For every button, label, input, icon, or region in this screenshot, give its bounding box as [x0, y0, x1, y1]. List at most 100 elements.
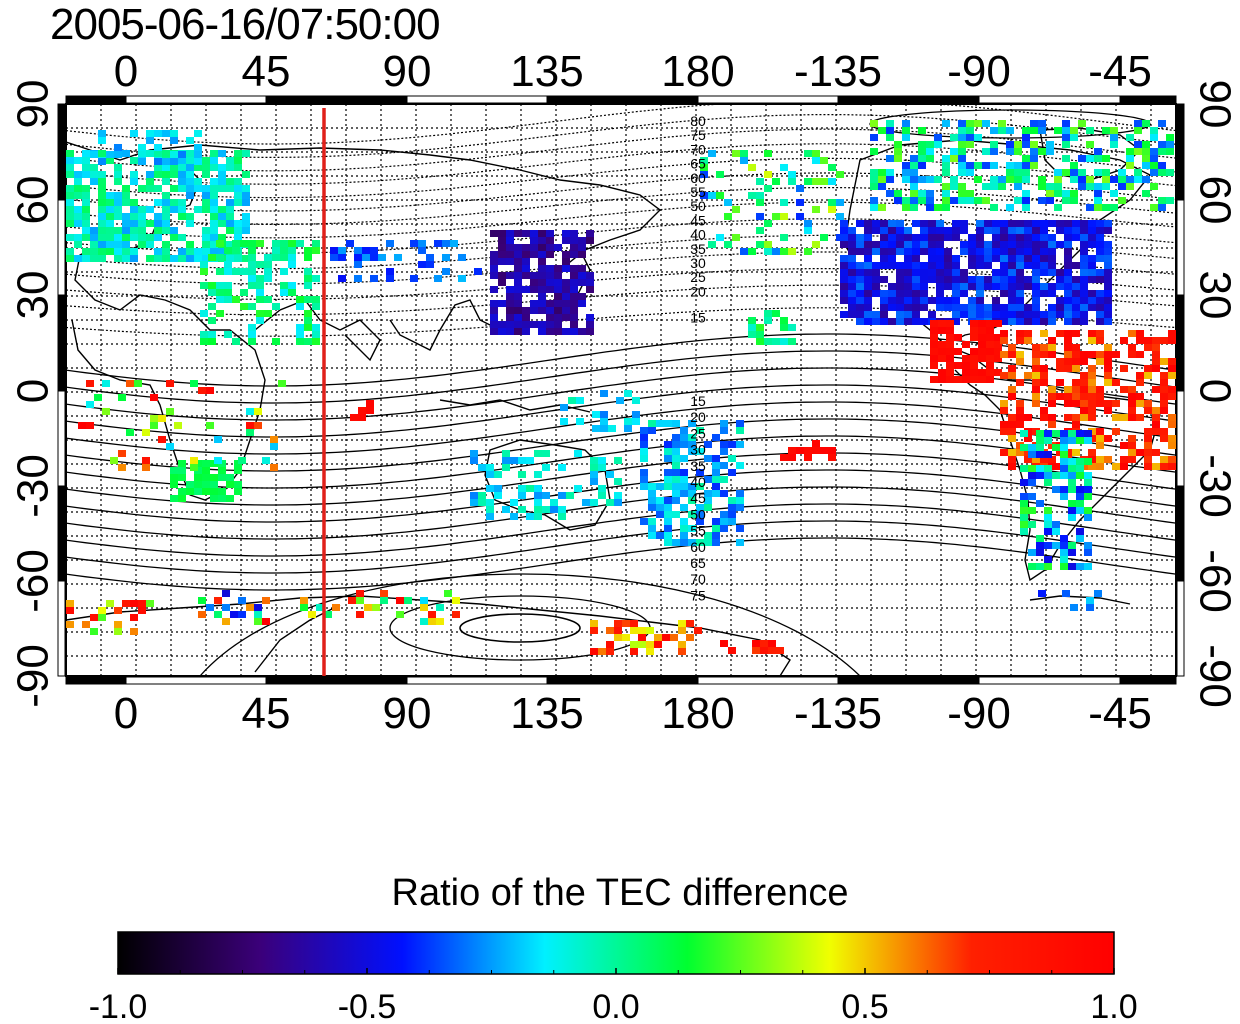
tec-cell — [1104, 220, 1112, 227]
tec-cell — [530, 286, 538, 293]
tec-cell — [178, 255, 186, 262]
tec-cell — [936, 234, 944, 241]
tec-cell — [696, 518, 704, 525]
tec-cell — [246, 408, 254, 415]
tec-cell — [1060, 542, 1068, 549]
tec-cell — [1000, 421, 1008, 428]
tec-cell — [732, 206, 740, 213]
tec-cell — [272, 254, 280, 261]
contour-label: 25 — [690, 425, 706, 441]
tec-cell — [1038, 183, 1046, 190]
tec-cell — [672, 420, 680, 427]
tec-cell — [912, 255, 920, 262]
tec-cell — [210, 206, 218, 213]
tec-cell — [1006, 141, 1014, 148]
tec-cell — [490, 286, 498, 293]
tec-cell — [502, 506, 510, 513]
tec-cell — [700, 157, 708, 164]
tec-cell — [1008, 227, 1016, 234]
tec-cell — [514, 321, 522, 328]
tec-cell — [146, 206, 154, 213]
tick-label: -90 — [1190, 644, 1239, 708]
tec-cell — [920, 283, 928, 290]
tec-cell — [952, 297, 960, 304]
tec-cell — [880, 290, 888, 297]
tec-cell — [836, 199, 844, 206]
tec-cell — [1166, 141, 1174, 148]
tec-cell — [304, 296, 312, 303]
tec-cell — [936, 220, 944, 227]
tec-cell — [764, 338, 772, 345]
tec-cell — [958, 148, 966, 155]
tec-cell — [856, 318, 864, 325]
tec-cell — [526, 457, 534, 464]
tec-cell — [1040, 372, 1048, 379]
tec-cell — [114, 213, 122, 220]
contour-label: 75 — [690, 587, 706, 603]
tec-cell — [224, 296, 232, 303]
tec-cell — [848, 311, 856, 318]
tec-cell — [170, 255, 178, 262]
tec-cell — [936, 255, 944, 262]
tec-cell — [1126, 134, 1134, 141]
tec-cell — [514, 286, 522, 293]
tec-cell — [944, 283, 952, 290]
tec-cell — [592, 425, 600, 432]
tec-cell — [1168, 358, 1176, 365]
tec-cell — [1160, 393, 1168, 400]
tec-cell — [538, 272, 546, 279]
tick-label: 180 — [661, 689, 734, 738]
tec-cell — [562, 230, 570, 237]
tec-cell — [942, 190, 950, 197]
tec-cell — [210, 241, 218, 248]
tec-cell — [478, 492, 486, 499]
tec-cell — [968, 255, 976, 262]
tec-cell — [474, 268, 482, 275]
tec-cell — [598, 648, 606, 655]
tec-cell — [514, 307, 522, 314]
tec-cell — [1136, 400, 1144, 407]
tec-cell — [1084, 549, 1092, 556]
tec-cell — [1102, 169, 1110, 176]
tec-cell — [1040, 414, 1048, 421]
contour-label: 45 — [690, 212, 706, 228]
tec-cell — [586, 321, 594, 328]
tec-cell — [796, 447, 804, 454]
contour-label: 35 — [690, 241, 706, 257]
tec-cell — [522, 272, 530, 279]
tec-cell — [66, 213, 74, 220]
tec-cell — [202, 467, 210, 474]
tec-cell — [942, 155, 950, 162]
tec-cell — [1080, 227, 1088, 234]
tec-cell — [1028, 521, 1036, 528]
contour-label: 55 — [690, 184, 706, 200]
tec-cell — [672, 497, 680, 504]
tec-cell — [130, 227, 138, 234]
tec-cell — [106, 199, 114, 206]
tec-cell — [1076, 458, 1084, 465]
tec-cell — [678, 620, 686, 627]
tec-cell — [546, 321, 554, 328]
tec-cell — [992, 269, 1000, 276]
tick-label: 90 — [9, 80, 58, 129]
tec-cell — [1020, 528, 1028, 535]
tec-cell — [538, 230, 546, 237]
tec-cell — [704, 455, 712, 462]
tec-cell — [780, 234, 788, 241]
tec-cell — [364, 604, 372, 611]
tec-cell — [736, 539, 744, 546]
tec-cell — [1094, 197, 1102, 204]
tec-cell — [1070, 197, 1078, 204]
tec-cell — [1044, 472, 1052, 479]
tec-cell — [812, 440, 820, 447]
tec-cell — [878, 204, 886, 211]
tec-cell — [510, 499, 518, 506]
tec-cell — [514, 293, 522, 300]
tec-cell — [194, 151, 202, 158]
tec-cell — [1076, 563, 1084, 570]
tec-cell — [202, 206, 210, 213]
tec-cell — [90, 234, 98, 241]
tec-cell — [522, 258, 530, 265]
contour-label: 20 — [690, 283, 706, 299]
tec-cell — [210, 220, 218, 227]
